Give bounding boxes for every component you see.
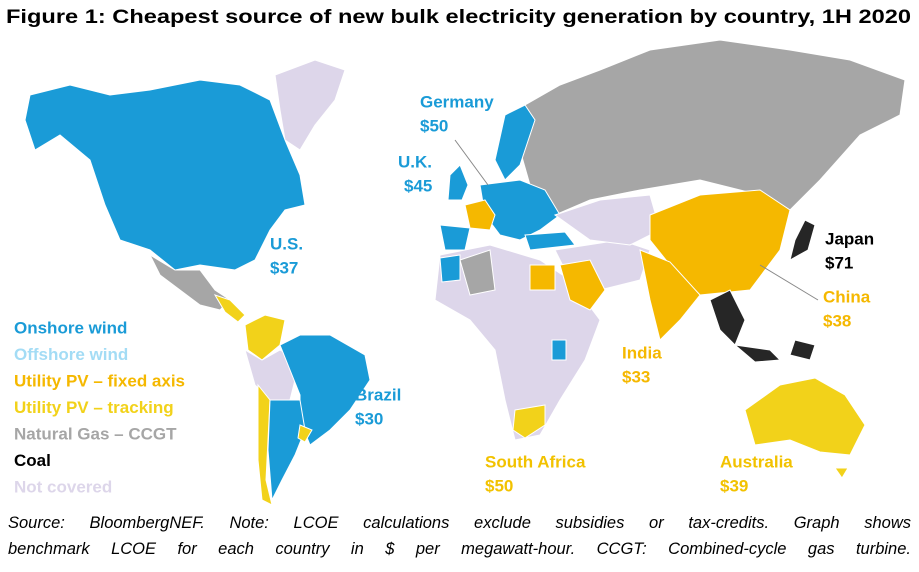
- map: Figure 1: Cheapest source of new bulk el…: [6, 7, 911, 506]
- country-name: India: [622, 343, 662, 362]
- country-value: $50: [485, 476, 513, 495]
- country-name: Japan: [825, 229, 874, 248]
- source-line: Source: BloombergNEF. Note: LCOE calcula…: [8, 514, 911, 532]
- legend-entry: Onshore wind: [14, 318, 127, 337]
- country-value: $45: [404, 176, 432, 195]
- country-value: $38: [823, 311, 851, 330]
- country-name: South Africa: [485, 452, 586, 471]
- legend-entry: Coal: [14, 451, 51, 470]
- country-value: $37: [270, 258, 298, 277]
- country-name: U.K.: [398, 152, 432, 171]
- legend-entry: Utility PV – fixed axis: [14, 371, 185, 390]
- country-name: U.S.: [270, 234, 303, 253]
- legend-entry: Offshore wind: [14, 345, 128, 364]
- leader-lines: [454, 139, 819, 301]
- country-value: $39: [720, 476, 748, 495]
- legend: Onshore wind Offshore wind Utility PV – fi…: [14, 318, 185, 496]
- country-value: $50: [420, 116, 448, 135]
- map-shapes: [24, 39, 906, 506]
- legend-entry: Not covered: [14, 477, 112, 496]
- country-name: Brazil: [355, 385, 401, 404]
- source-line: benchmark LCOE for each country in $ per…: [8, 540, 911, 558]
- country-name: China: [823, 287, 871, 306]
- country-labels: Germany $50 U.K. $45 U.S. $37 Brazil $30 Japan $7…: [270, 92, 874, 495]
- country-value: $71: [825, 253, 853, 272]
- legend-entry: Natural Gas – CCGT: [14, 424, 177, 443]
- legend-entry: Utility PV – tracking: [14, 398, 174, 417]
- country-name: Germany: [420, 92, 494, 111]
- country-name: Australia: [720, 452, 793, 471]
- country-value: $30: [355, 409, 383, 428]
- country-value: $33: [622, 367, 650, 386]
- title: Figure 1: Cheapest source of new bulk el…: [6, 7, 911, 28]
